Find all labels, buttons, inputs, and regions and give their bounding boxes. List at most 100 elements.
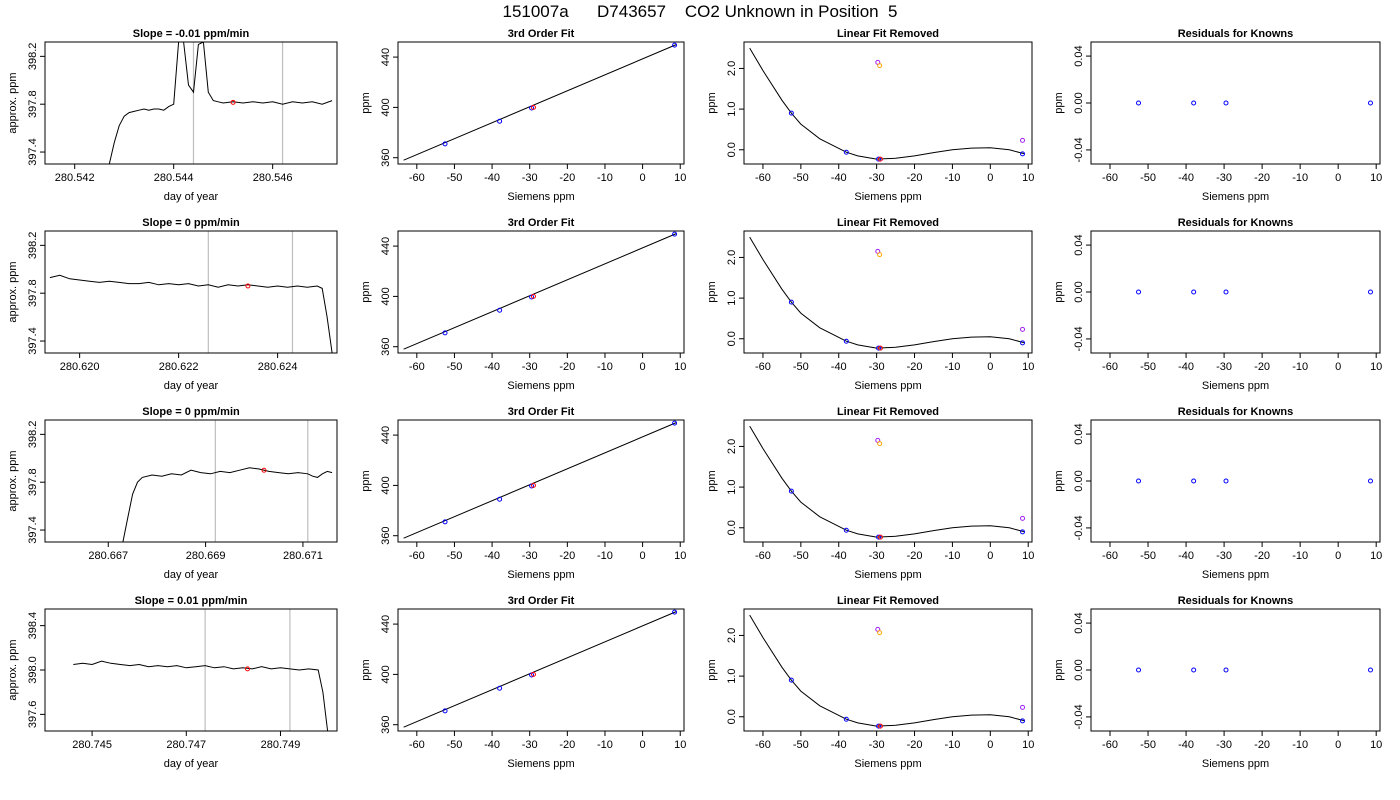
panel-1-2: 3rd Order Fit Siemens ppm ppm -60 -50 -40 -30 -… <box>360 28 686 203</box>
plot-frame <box>743 230 1033 354</box>
x-axis-label: day of year <box>164 191 219 203</box>
data-point <box>788 677 794 683</box>
x-tick-label: 0 <box>987 739 993 751</box>
y-tick-label: 0.00 <box>1073 92 1085 113</box>
x-tick-label: 0 <box>987 550 993 562</box>
panel-title: Linear Fit Removed <box>837 595 939 607</box>
x-tick-label: 10 <box>1370 361 1382 373</box>
x-axis-label: Siemens ppm <box>507 380 574 392</box>
x-tick-label: -50 <box>1140 550 1156 562</box>
x-tick-label: -50 <box>446 739 462 751</box>
fit-curve <box>749 236 1025 349</box>
plot-area <box>403 231 678 350</box>
x-tick-label: -50 <box>446 361 462 373</box>
data-point <box>877 63 883 69</box>
data-point <box>1223 100 1229 106</box>
x-tick-label: -30 <box>869 739 885 751</box>
data-point <box>442 708 448 714</box>
x-tick-label: -20 <box>559 172 575 184</box>
data-point <box>876 156 882 162</box>
panel-title: Linear Fit Removed <box>837 406 939 418</box>
y-tick-label: 2.0 <box>726 250 738 265</box>
x-tick-label: -40 <box>484 550 500 562</box>
data-point <box>530 293 536 299</box>
x-tick-label: -20 <box>1254 172 1270 184</box>
x-tick-label: 10 <box>1370 739 1382 751</box>
x-tick-label: 10 <box>674 550 686 562</box>
panel-3-1: Slope = 0 ppm/min day of year approx. ppm 2… <box>7 406 338 581</box>
data-point <box>1020 151 1026 157</box>
x-axis-label: Siemens ppm <box>854 191 921 203</box>
data-point <box>672 420 678 426</box>
y-axis-label: approx. ppm <box>7 450 19 511</box>
y-tick-label: -0.04 <box>1073 515 1085 540</box>
x-tick-label: 280.624 <box>258 361 298 373</box>
x-tick-label: 10 <box>1370 172 1382 184</box>
y-tick-label: 397.6 <box>27 701 39 729</box>
y-tick-label: 397.8 <box>27 90 39 118</box>
x-tick-label: -60 <box>755 739 771 751</box>
x-tick-label: -30 <box>1216 361 1232 373</box>
data-point <box>788 488 794 494</box>
y-axis-label: ppm <box>360 659 372 680</box>
y-tick-label: 400 <box>380 287 392 305</box>
unknown-marker <box>230 99 236 105</box>
x-axis-label: Siemens ppm <box>507 569 574 581</box>
y-tick-label: 398.2 <box>27 43 39 71</box>
x-tick-label: -10 <box>1292 739 1308 751</box>
unknown-marker <box>261 467 267 473</box>
data-point <box>843 149 849 155</box>
x-tick-label: -10 <box>944 739 960 751</box>
plot-area <box>49 274 333 353</box>
panel-1-3: Linear Fit Removed Siemens ppm ppm -60 -50 -4… <box>706 28 1034 203</box>
x-tick-label: 0 <box>1335 550 1341 562</box>
x-tick-label: 0 <box>1335 739 1341 751</box>
x-tick-label: -40 <box>484 172 500 184</box>
x-tick-label: -40 <box>831 361 847 373</box>
y-axis-label: ppm <box>706 92 718 113</box>
x-tick-label: -20 <box>907 361 923 373</box>
y-tick-label: 397.4 <box>27 327 39 355</box>
x-tick-label: -30 <box>522 739 538 751</box>
y-tick-label: 397.4 <box>27 138 39 166</box>
plot-frame <box>397 419 685 543</box>
series-line <box>122 467 333 542</box>
x-axis-label: day of year <box>164 758 219 770</box>
x-tick-label: -20 <box>559 550 575 562</box>
x-tick-label: -10 <box>1292 550 1308 562</box>
y-tick-label: 0.00 <box>1073 659 1085 680</box>
data-point <box>1136 289 1142 295</box>
plot-area <box>1136 478 1373 484</box>
y-tick-label: 400 <box>380 476 392 494</box>
x-tick-label: -10 <box>1292 172 1308 184</box>
x-tick-label: 0 <box>987 361 993 373</box>
y-axis-label: ppm <box>706 470 718 491</box>
panel-title: Residuals for Knowns <box>1178 595 1294 607</box>
data-point <box>1191 100 1197 106</box>
x-tick-label: -20 <box>1254 361 1270 373</box>
y-tick-label: 440 <box>380 615 392 633</box>
plot-area <box>749 236 1026 351</box>
data-point <box>497 496 503 502</box>
data-point <box>1020 326 1026 332</box>
data-point <box>876 345 882 351</box>
y-axis-label: ppm <box>706 659 718 680</box>
x-axis-label: Siemens ppm <box>1202 758 1269 770</box>
data-point <box>877 345 883 351</box>
y-axis-label: approx. ppm <box>7 72 19 133</box>
x-tick-label: -40 <box>484 361 500 373</box>
y-tick-label: 0.04 <box>1073 612 1085 633</box>
x-tick-label: 0 <box>640 739 646 751</box>
y-axis-label: ppm <box>1053 659 1065 680</box>
y-tick-label: 400 <box>380 665 392 683</box>
x-axis-label: day of year <box>164 380 219 392</box>
x-tick-label: -60 <box>409 739 425 751</box>
plot-area <box>1136 289 1373 295</box>
data-point <box>1136 478 1142 484</box>
x-tick-label: 0 <box>1335 172 1341 184</box>
x-tick-label: -10 <box>944 361 960 373</box>
panel-4-4: Residuals for Knowns Siemens ppm ppm -60 -50… <box>1053 595 1382 770</box>
plot-frame <box>44 419 338 543</box>
data-point <box>442 141 448 147</box>
x-tick-label: -40 <box>1178 550 1194 562</box>
